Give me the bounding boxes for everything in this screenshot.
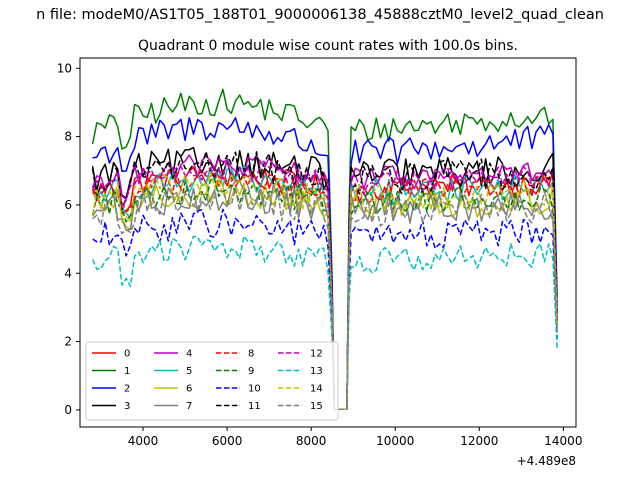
- x-tick-label: 6000: [212, 434, 243, 448]
- series-line-9: [91, 177, 558, 410]
- series-layer: [91, 88, 558, 410]
- legend-label-12: 12: [310, 349, 323, 360]
- legend-label-5: 5: [186, 366, 192, 377]
- series-line-7: [91, 180, 558, 410]
- x-axis: 4000 6000 8000 10000 12000 14000: [128, 427, 582, 448]
- x-tick-label: 8000: [296, 434, 327, 448]
- series-line-2: [92, 116, 558, 410]
- y-tick-label: 2: [64, 335, 72, 349]
- x-tick-label: 4000: [128, 434, 159, 448]
- legend-box: [85, 341, 339, 421]
- y-axis: 0 2 4 6 8 10: [57, 61, 80, 417]
- x-offset-label: +4.489e8: [517, 454, 576, 468]
- series-line-10: [92, 208, 558, 410]
- legend-label-6: 6: [186, 384, 192, 395]
- series-line-5: [91, 166, 558, 410]
- series-line-13: [91, 235, 558, 410]
- legend-label-15: 15: [310, 401, 323, 412]
- legend-label-13: 13: [310, 366, 323, 377]
- plot-frame: [79, 57, 577, 428]
- series-line-12: [91, 157, 558, 410]
- x-tick-label: 14000: [544, 434, 582, 448]
- legend-label-4: 4: [186, 349, 192, 360]
- legend-label-3: 3: [124, 401, 130, 412]
- legend-label-0: 0: [124, 349, 130, 360]
- y-tick-label: 4: [64, 266, 72, 280]
- series-line-1: [91, 88, 558, 410]
- y-tick-label: 8: [64, 130, 72, 144]
- legend-label-2: 2: [124, 384, 130, 395]
- y-tick-label: 6: [64, 198, 72, 212]
- series-line-15: [92, 185, 558, 410]
- legend-label-7: 7: [186, 401, 192, 412]
- series-line-11: [91, 150, 558, 410]
- legend-label-14: 14: [310, 384, 323, 395]
- chart-title: Quadrant 0 module wise count rates with …: [138, 38, 518, 54]
- x-tick-label: 10000: [376, 434, 414, 448]
- series-line-14: [91, 171, 558, 410]
- legend-label-1: 1: [124, 366, 130, 377]
- legend-label-10: 10: [248, 384, 261, 395]
- legend-label-11: 11: [248, 401, 261, 412]
- chart-suptitle: n file: modeM0/AS1T05_188T01_9000006138_…: [36, 7, 604, 23]
- legend-label-9: 9: [248, 366, 254, 377]
- legend-label-8: 8: [248, 349, 254, 360]
- y-tick-label: 0: [64, 403, 72, 417]
- y-tick-label: 10: [57, 61, 72, 75]
- x-tick-label: 12000: [460, 434, 498, 448]
